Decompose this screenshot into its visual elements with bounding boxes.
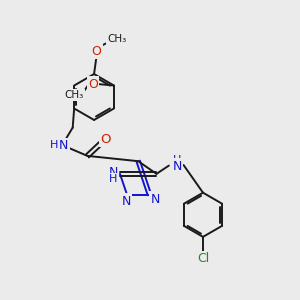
Text: N: N [109,166,118,179]
Text: N: N [172,160,182,173]
Text: N: N [122,195,131,208]
Text: Cl: Cl [197,252,209,266]
Text: H: H [50,140,58,150]
Text: CH₃: CH₃ [107,34,127,44]
Text: O: O [92,45,101,58]
Text: N: N [59,139,68,152]
Text: H: H [173,155,181,165]
Text: O: O [88,77,98,91]
Text: H: H [109,174,118,184]
Text: N: N [151,193,160,206]
Text: O: O [101,133,111,146]
Text: CH₃: CH₃ [64,90,84,100]
